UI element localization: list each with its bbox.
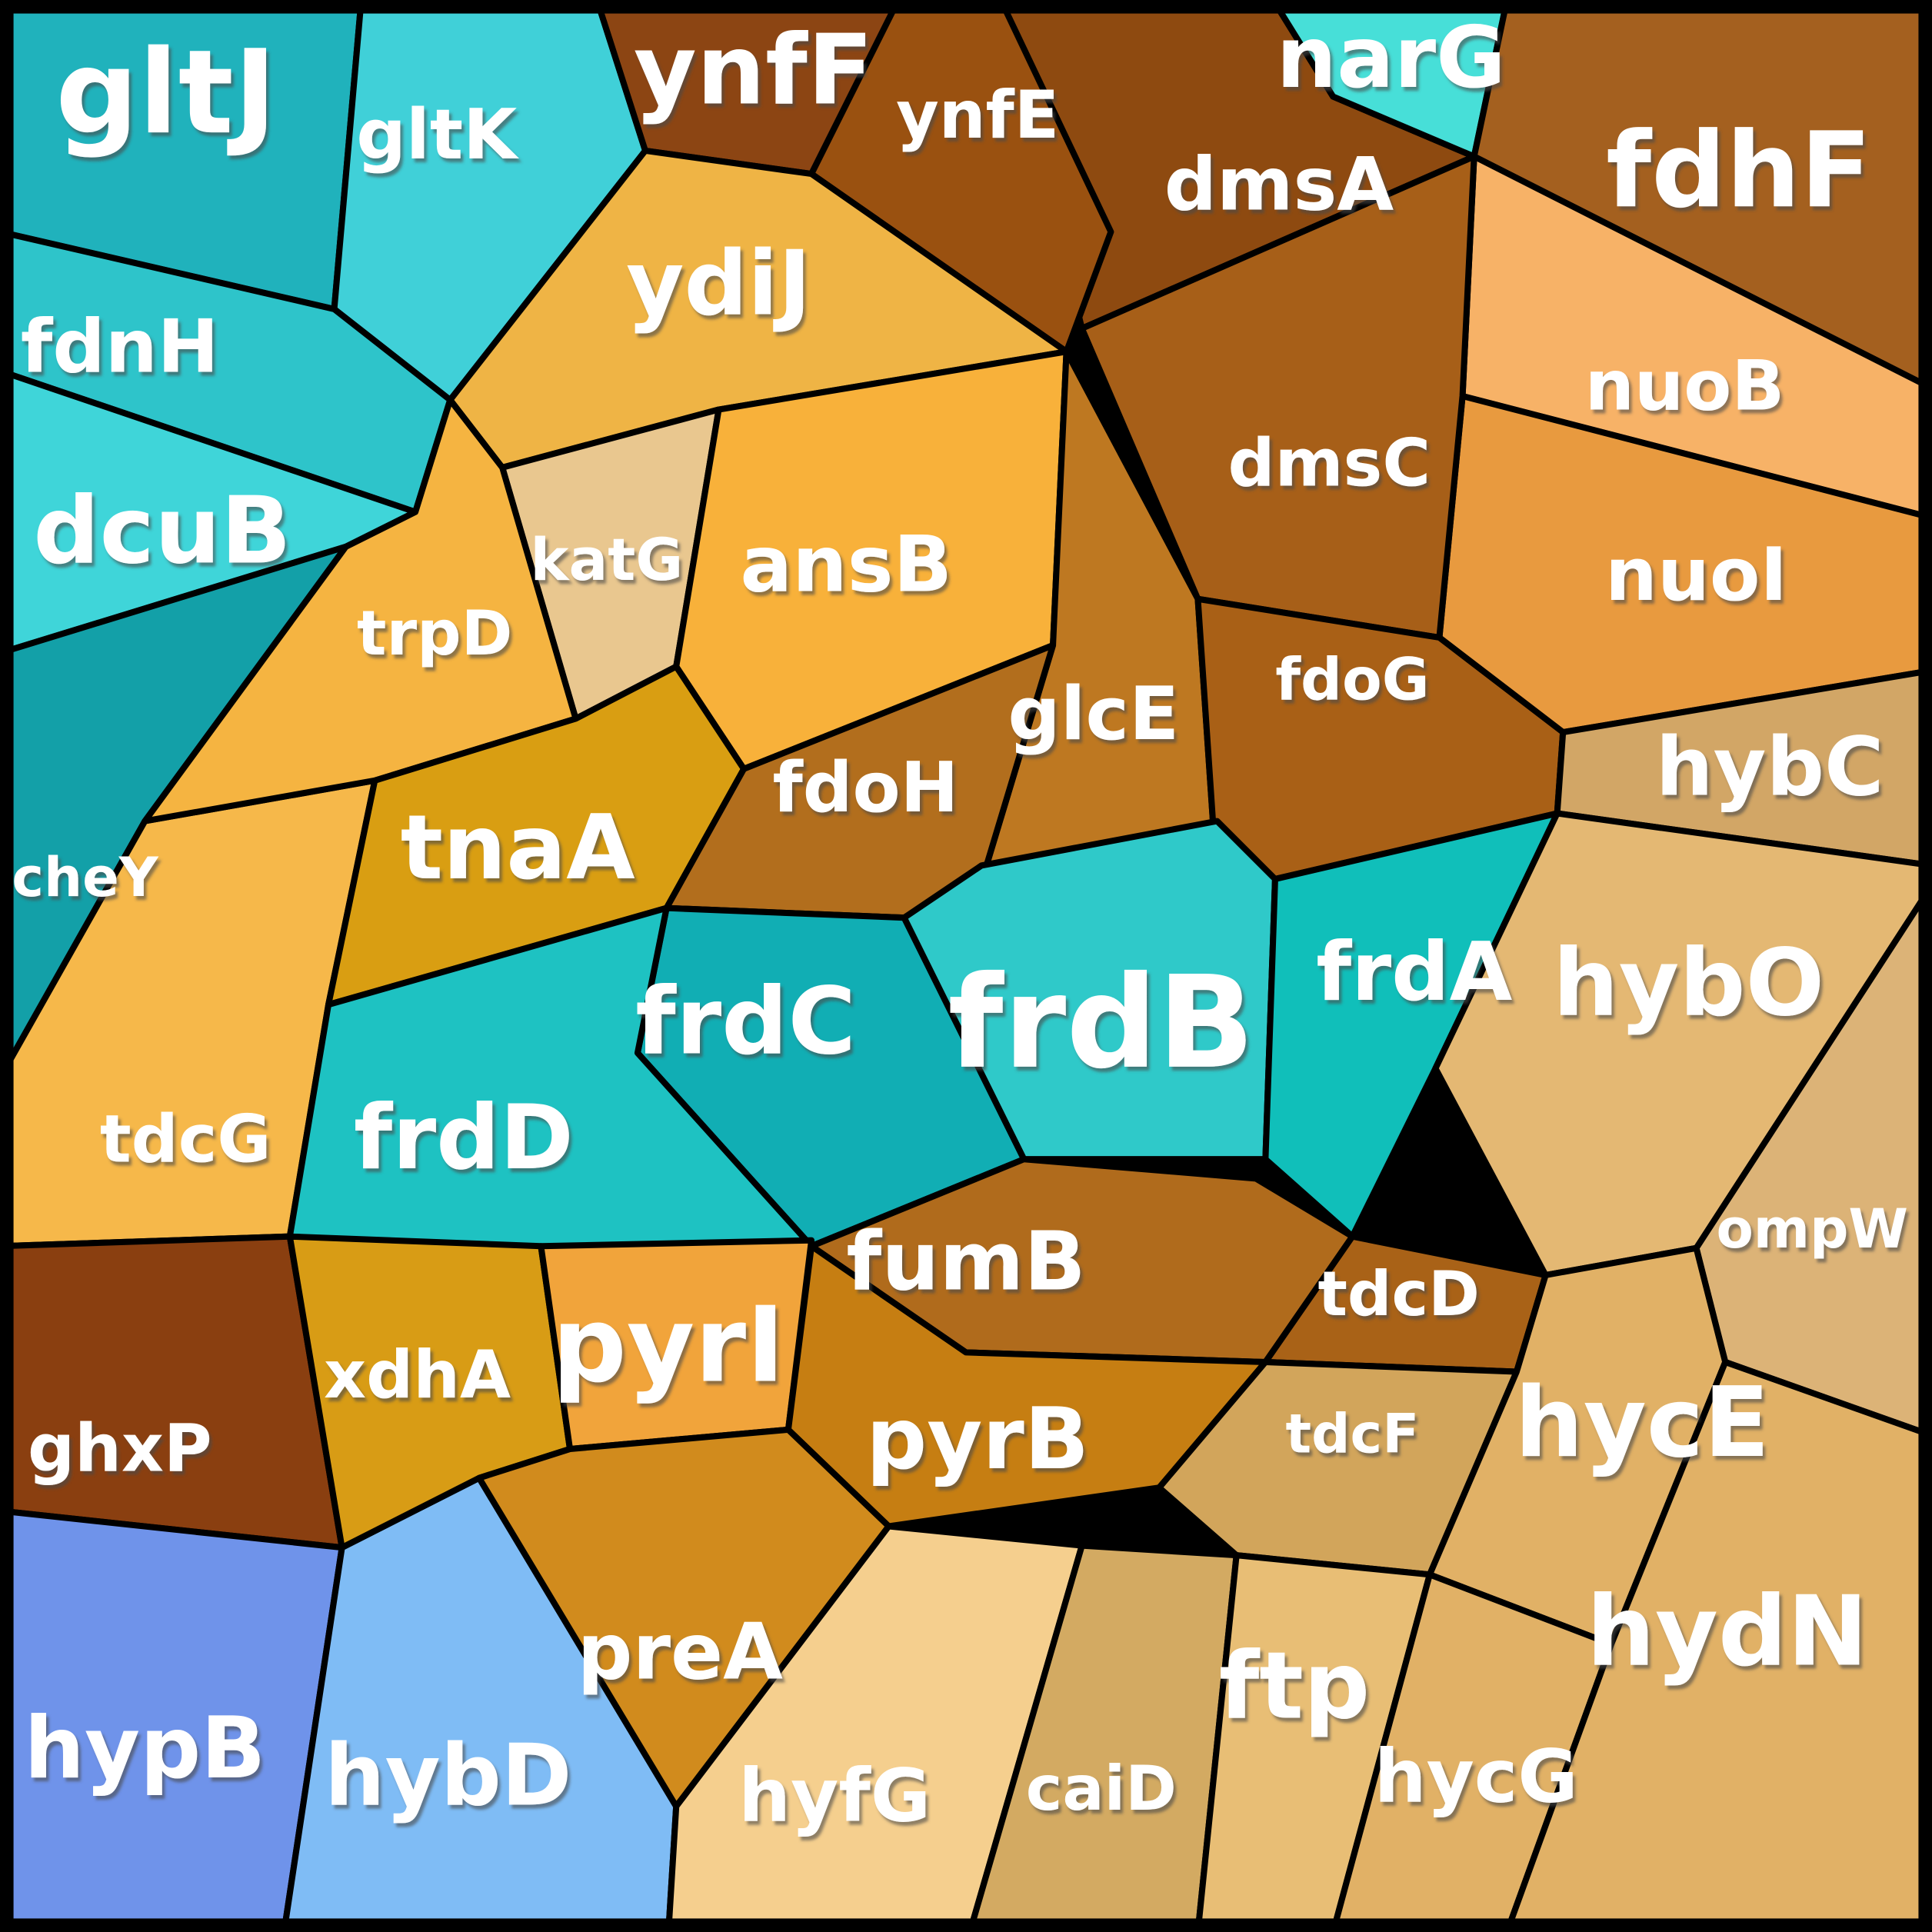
cell-label-cheY: cheY: [12, 846, 158, 909]
cell-label-hydN: hydN: [1587, 1574, 1868, 1687]
cell-label-trpD: trpD: [357, 597, 512, 669]
cell-label-ftp: ftp: [1219, 1633, 1370, 1740]
cell-label-ynfE: ynfE: [896, 78, 1059, 154]
cell-label-tdcF: tdcF: [1286, 1402, 1420, 1465]
cell-label-tdcD: tdcD: [1318, 1257, 1480, 1330]
cell-label-fdhF: fdhF: [1606, 109, 1871, 231]
cell-label-dmsA: dmsA: [1164, 142, 1394, 228]
cell-preA[interactable]: [475, 1426, 892, 1810]
cell-label-tdcG: tdcG: [100, 1102, 271, 1178]
cell-frdA[interactable]: [1262, 810, 1561, 1240]
cell-hypB[interactable]: [0, 1507, 345, 1932]
cell-hybC[interactable]: [1554, 667, 1932, 869]
cell-label-hycE: hycE: [1514, 1366, 1770, 1479]
cell-label-gltK: gltK: [356, 95, 519, 175]
cell-hydN[interactable]: [1504, 1358, 1932, 1932]
cell-fdhF[interactable]: [1471, 0, 1932, 391]
cell-label-hybD: hybD: [325, 1726, 572, 1825]
cell-label-pyrI: pyrI: [552, 1284, 785, 1406]
cell-label-caiD: caiD: [1026, 1752, 1177, 1824]
label-layer: gltJ gltK fdnH dcuB cheY tdcG ghxP hypB hybD ynfF…: [12, 8, 1908, 1838]
cell-label-glcE: glcE: [1008, 671, 1179, 757]
cell-label-ansB: ansB: [740, 519, 952, 609]
cell-label-hyfG: hyfG: [738, 1753, 931, 1839]
cell-dmsC[interactable]: [1078, 153, 1477, 641]
cell-label-hybC: hybC: [1656, 720, 1884, 814]
cell-label-fdoH: fdoH: [772, 748, 958, 828]
cell-label-dmsC: dmsC: [1227, 425, 1431, 501]
cell-label-hycG: hycG: [1374, 1733, 1578, 1819]
cell-ftp[interactable]: [1194, 1552, 1433, 1932]
cell-label-hypB: hypB: [24, 1699, 265, 1798]
cell-label-frdD: frdD: [354, 1087, 574, 1190]
cell-ynfE[interactable]: [808, 0, 1114, 355]
cell-label-ompW: ompW: [1716, 1198, 1908, 1261]
cell-label-nuoB: nuoB: [1585, 345, 1785, 426]
cell-label-frdB: frdB: [948, 949, 1254, 1098]
cell-label-pyrB: pyrB: [866, 1390, 1089, 1489]
cell-label-ynfF: ynfF: [634, 14, 874, 127]
cell-label-dcuB: dcuB: [33, 478, 291, 585]
cell-label-frdC: frdC: [635, 968, 856, 1076]
cell-ghxP[interactable]: [0, 1233, 345, 1551]
cell-label-tnaA: tnaA: [401, 797, 635, 900]
cell-label-fdoG: fdoG: [1275, 646, 1429, 714]
cell-label-nuoI: nuoI: [1605, 531, 1787, 618]
cell-label-xdhA: xdhA: [324, 1337, 511, 1414]
cell-label-preA: preA: [578, 1607, 784, 1697]
cell-label-ydiJ: ydiJ: [626, 233, 811, 336]
cell-label-narG: narG: [1276, 8, 1505, 108]
cell-label-ghxP: ghxP: [28, 1411, 212, 1487]
cell-label-frdA: frdA: [1316, 924, 1512, 1019]
cell-label-katG: katG: [530, 526, 683, 594]
cell-label-hybO: hybO: [1553, 929, 1824, 1037]
cell-hycG[interactable]: [1330, 1571, 1615, 1932]
cell-label-fdnH: fdnH: [21, 304, 219, 390]
cell-caiD[interactable]: [967, 1542, 1240, 1932]
cell-label-gltJ: gltJ: [55, 25, 277, 160]
cell-trpD[interactable]: [142, 396, 579, 824]
cell-label-fumB: fumB: [846, 1214, 1085, 1309]
